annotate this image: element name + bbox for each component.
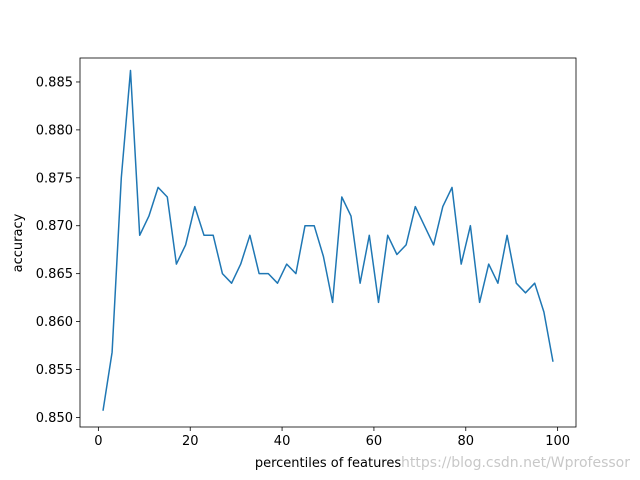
x-tick-label: 20: [182, 434, 199, 449]
y-tick-label: 0.850: [36, 411, 73, 426]
x-axis-label: percentiles of features: [255, 456, 402, 471]
y-tick-label: 0.865: [36, 267, 73, 282]
x-tick-label: 0: [94, 434, 102, 449]
plot-area: [80, 58, 576, 427]
y-tick-label: 0.870: [36, 219, 73, 234]
x-tick-label: 80: [458, 434, 475, 449]
x-tick-label: 60: [366, 434, 383, 449]
x-tick-label: 100: [545, 434, 570, 449]
y-tick-label: 0.885: [36, 75, 73, 90]
y-tick-label: 0.880: [36, 123, 73, 138]
y-axis-label: accuracy: [11, 213, 26, 272]
y-tick-label: 0.860: [36, 315, 73, 330]
plot-frame: [79, 57, 577, 428]
x-tick-label: 40: [274, 434, 291, 449]
y-tick-label: 0.855: [36, 363, 73, 378]
axis-ticks: 0 20 40 60 80 100 0.850 0.855 0.860 0.865 0.870 0.8…: [36, 75, 570, 449]
y-tick-label: 0.875: [36, 171, 73, 186]
watermark-text: https://blog.csdn.net/Wprofessor: [401, 455, 630, 471]
accuracy-series-line: [102, 69, 554, 411]
